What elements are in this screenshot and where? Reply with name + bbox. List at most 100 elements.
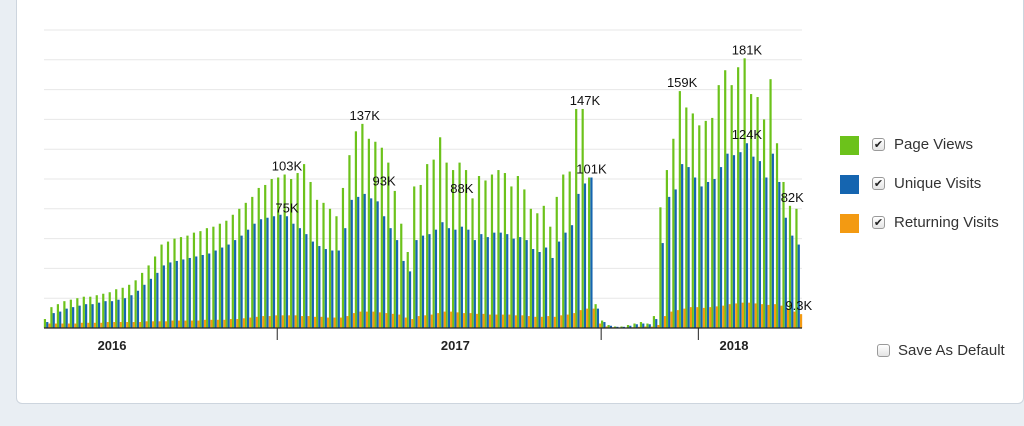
unique-visits-bar — [156, 272, 159, 328]
page-views-bar — [257, 187, 260, 328]
returning-visits-bar — [754, 303, 757, 328]
page-views-bar — [549, 226, 552, 328]
page-views-bar — [711, 117, 714, 328]
unique-visits-bar — [318, 246, 321, 328]
returning-visits-bar — [443, 311, 446, 328]
unique-visits-bar — [350, 199, 353, 328]
page-views-bar — [361, 123, 364, 329]
unique-visits-bar — [246, 229, 250, 328]
page-views-bar — [328, 208, 332, 328]
page-views-bar — [477, 176, 481, 328]
page-views-bar — [69, 299, 72, 328]
page-views-bar — [63, 301, 66, 328]
page-views-bar — [523, 189, 526, 328]
page-views-bar — [685, 107, 688, 328]
page-views-bar — [698, 125, 701, 328]
data-label: 103K — [272, 159, 303, 174]
unique-visits-bar — [752, 156, 755, 328]
returning-visits-bar — [119, 322, 122, 328]
page-views-bar — [153, 256, 157, 328]
unique-visits-bar — [188, 257, 191, 328]
returning-visits-bar — [696, 307, 699, 328]
returning-visits-bar — [799, 314, 803, 328]
returning-visits-bar — [586, 308, 589, 328]
page-views-bar — [43, 319, 47, 328]
returning-visits-bar — [372, 311, 375, 328]
page-views-bar — [387, 162, 390, 328]
page-views-bar — [393, 190, 396, 328]
x-tick-label: 2016 — [98, 338, 127, 353]
returning-visits-bar — [346, 316, 349, 328]
unique-visits-bar — [253, 223, 256, 328]
returning-visits-bar — [385, 313, 388, 328]
save-as-default-checkbox[interactable] — [877, 344, 890, 357]
returning-visits-bar — [657, 325, 660, 328]
returning-visits-bar — [437, 313, 440, 328]
page-views-bar — [231, 214, 234, 328]
unique-visits-bar — [169, 262, 172, 328]
returning-visits-bar — [126, 322, 129, 328]
unique-visits-bar — [214, 250, 217, 328]
returning-visits-bar — [67, 323, 71, 328]
unique-visits-bar — [668, 196, 671, 328]
unique-visits-checkbox[interactable]: ✔ — [872, 177, 885, 190]
page-views-bar — [160, 244, 163, 328]
unique-visits-bar — [564, 232, 567, 328]
page-views-bar — [737, 67, 740, 328]
page-views-bar — [490, 174, 494, 328]
unique-visits-bar — [791, 235, 794, 328]
returning-visits-bar — [476, 313, 479, 328]
returning-visits-bar — [339, 317, 343, 328]
unique-visits-bar — [110, 301, 114, 328]
returning-visits-bar — [514, 315, 518, 328]
unique-visits-bar — [629, 325, 632, 328]
returning-visits-checkbox[interactable]: ✔ — [872, 216, 885, 229]
returning-visits-bar — [48, 323, 51, 328]
returning-visits-bar — [314, 316, 317, 328]
page-views-bar — [439, 137, 442, 328]
page-views-bar — [691, 113, 694, 328]
unique-visits-bar — [473, 240, 476, 328]
data-label: 9.3K — [785, 298, 812, 313]
page-views-bar — [724, 70, 727, 328]
page-views-bar — [601, 320, 604, 328]
page-views-bar — [380, 147, 383, 328]
returning-visits-bar — [255, 316, 258, 328]
page-views-bar — [581, 108, 584, 328]
returning-visits-bar — [404, 317, 407, 328]
unique-visits-bar — [130, 295, 133, 328]
unique-visits-bar — [370, 198, 373, 328]
page-views-bar — [374, 141, 377, 328]
returning-visits-bar — [80, 322, 84, 328]
page-views-bar — [743, 58, 746, 329]
unique-visits-bar — [421, 235, 425, 328]
returning-visits-bar — [398, 314, 401, 328]
returning-visits-bar — [275, 315, 278, 328]
page-views-bar — [179, 237, 183, 328]
legend-label-returning-visits: Returning Visits — [894, 214, 999, 231]
returning-visits-bar — [761, 304, 764, 328]
page-views-bar — [186, 235, 189, 328]
page-views-checkbox[interactable]: ✔ — [872, 138, 885, 151]
page-views-bar — [166, 241, 170, 328]
returning-visits-bar — [197, 320, 200, 328]
page-views-bar — [775, 143, 779, 328]
data-label: 137K — [350, 108, 381, 123]
data-label: 147K — [570, 93, 601, 108]
returning-visits-bar — [210, 319, 213, 328]
page-views-bar — [413, 186, 416, 328]
page-views-bar — [626, 325, 630, 328]
returning-visits-bar — [650, 326, 654, 328]
data-label: 88K — [450, 181, 473, 196]
unique-visits-bar — [434, 229, 438, 328]
page-views-bar — [516, 176, 519, 328]
returning-visits-bar — [774, 304, 777, 328]
unique-visits-bar — [208, 253, 211, 328]
unique-visits-bar — [493, 232, 496, 328]
unique-visits-bar — [331, 250, 334, 328]
returning-visits-bar — [152, 321, 155, 328]
returning-visits-bar — [320, 316, 323, 328]
save-as-default-label: Save As Default — [898, 342, 1005, 359]
returning-visits-bar — [728, 304, 731, 328]
unique-visits-bar — [486, 237, 489, 328]
